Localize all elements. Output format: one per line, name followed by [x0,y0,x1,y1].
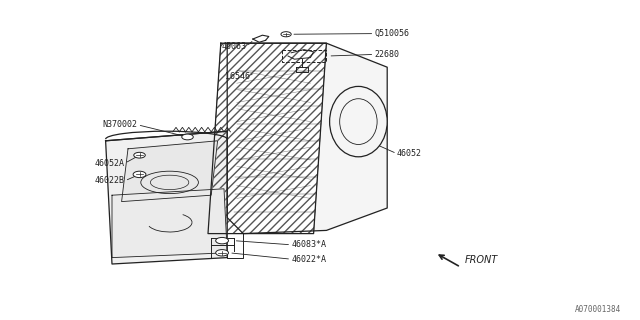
Polygon shape [227,43,387,234]
Text: A070001384: A070001384 [575,305,621,314]
Ellipse shape [330,86,387,157]
Circle shape [216,237,228,244]
Circle shape [182,134,193,140]
Circle shape [134,152,145,158]
Text: 46022*A: 46022*A [291,255,326,264]
Circle shape [133,171,146,178]
Text: 46052: 46052 [397,149,422,158]
Polygon shape [112,189,227,258]
Polygon shape [208,43,326,234]
Circle shape [281,32,291,37]
Text: 46083*A: 46083*A [291,240,326,249]
Text: FRONT: FRONT [465,255,498,265]
Circle shape [216,250,228,256]
Text: N370002: N370002 [102,120,138,129]
Text: 46022B: 46022B [95,176,125,185]
Text: 46052A: 46052A [95,159,125,168]
Text: 46063: 46063 [221,42,246,51]
Text: 22680: 22680 [374,50,399,59]
Polygon shape [122,141,218,202]
Polygon shape [106,131,227,264]
Text: 16546: 16546 [225,72,250,81]
Text: Q510056: Q510056 [374,29,410,38]
